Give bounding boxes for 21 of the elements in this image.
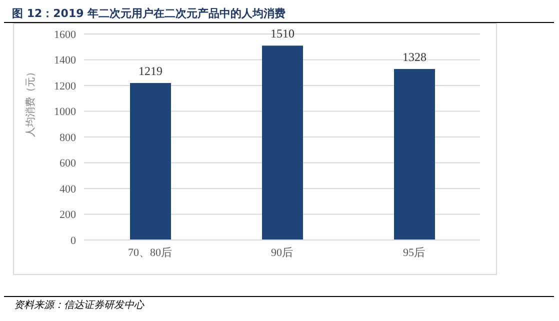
y-tick-label: 800	[60, 132, 76, 144]
y-tick-label: 600	[60, 158, 76, 170]
y-tick-label: 1000	[54, 106, 76, 118]
data-label: 1510	[270, 26, 294, 41]
y-tick-label: 200	[60, 209, 76, 222]
bar	[394, 69, 435, 240]
y-tick-label: 1600	[54, 28, 76, 41]
bar	[262, 46, 303, 240]
data-label: 1328	[402, 50, 426, 64]
y-tick-label: 0	[70, 234, 76, 247]
y-tick-label: 1200	[54, 80, 76, 92]
y-axis-title: 人均消费（元）	[24, 67, 37, 137]
y-tick-label: 1400	[54, 54, 76, 67]
x-tick-label: 90后	[271, 246, 293, 259]
x-tick-label: 95后	[403, 246, 425, 259]
y-tick-label: 400	[60, 183, 76, 196]
bar	[130, 83, 171, 240]
text: 资料来源：信达证券研发中心	[14, 298, 144, 312]
x-tick-label: 70、80后	[128, 246, 172, 259]
data-label: 1219	[138, 64, 162, 78]
chart-title: 图 12：2019 年二次元用户在二次元产品中的人均消费	[12, 6, 286, 21]
